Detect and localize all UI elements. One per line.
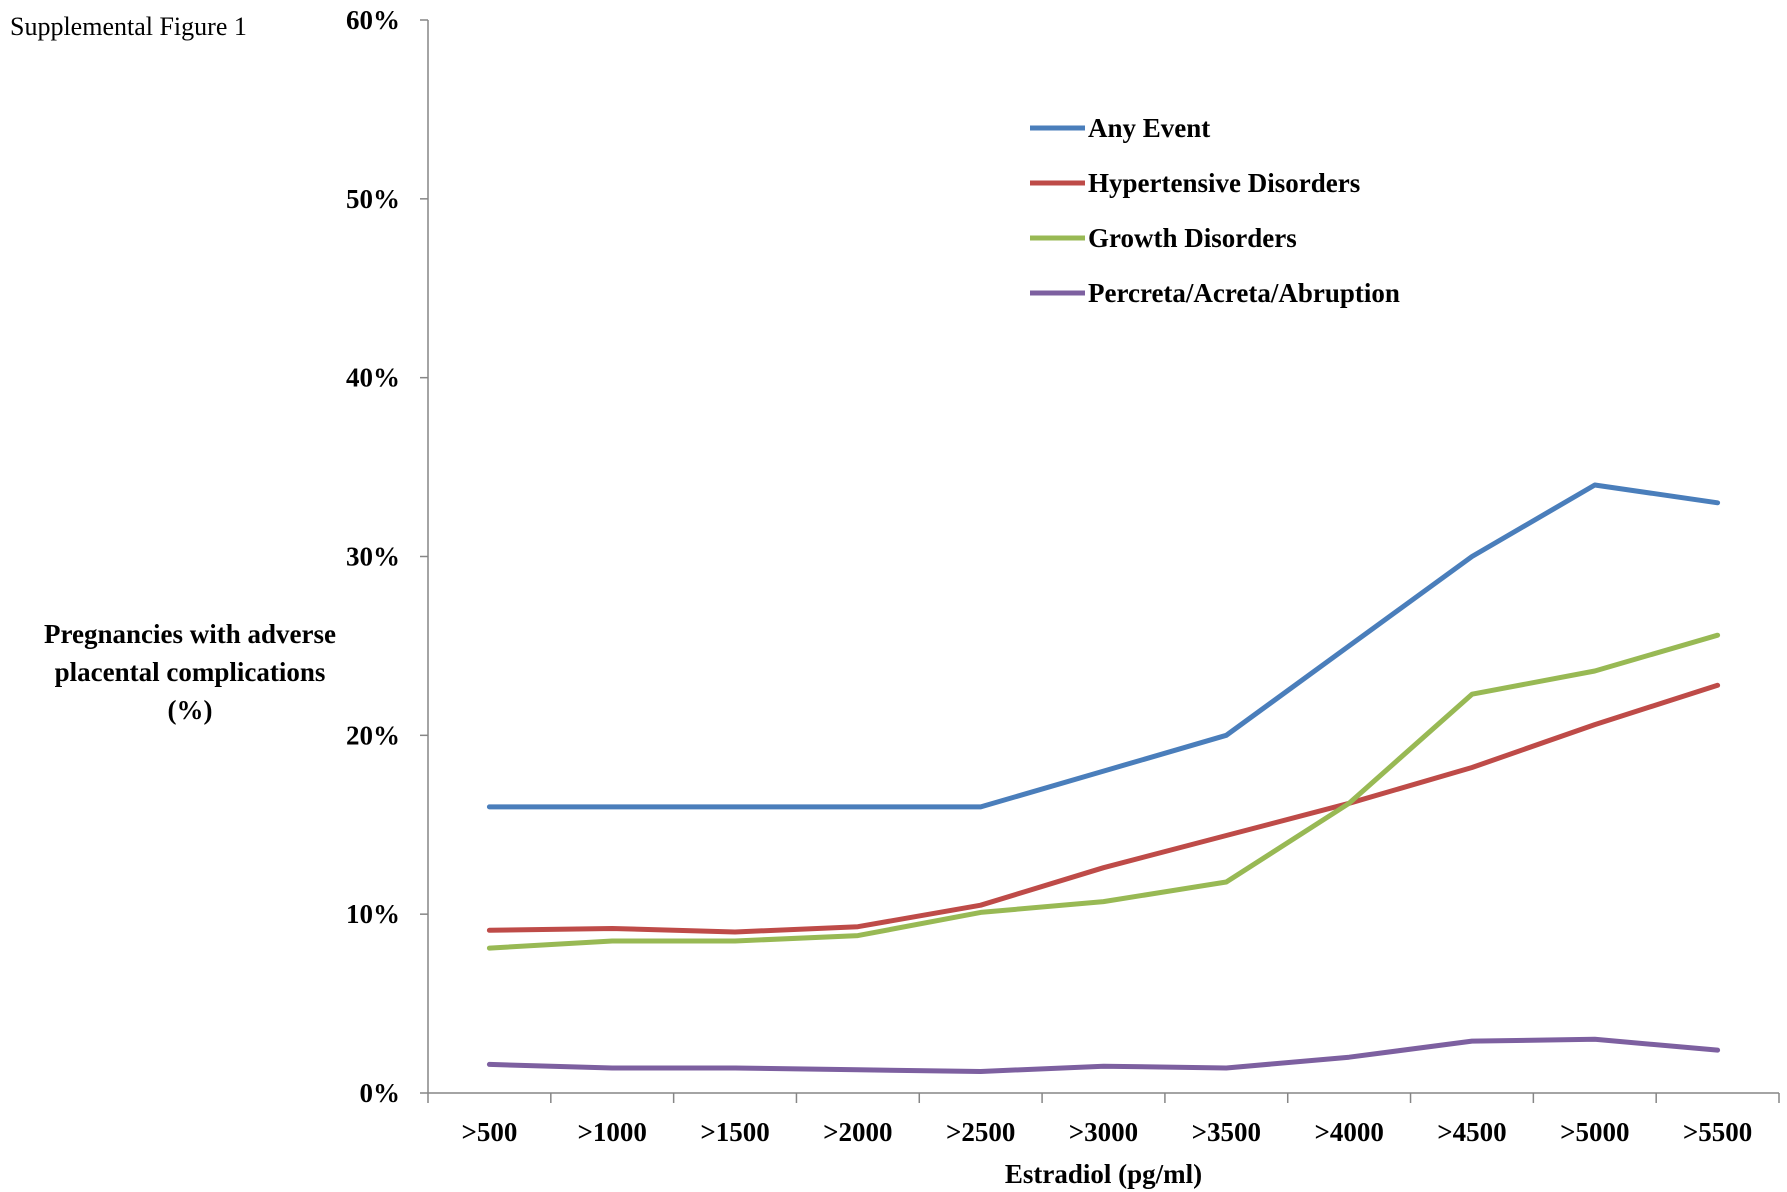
legend-label: Any Event [1088,113,1210,143]
x-tick-label: >2000 [823,1117,892,1147]
x-tick-label: >5500 [1683,1117,1752,1147]
y-axis-label-line: placental complications [54,657,326,687]
x-tick-label: >3000 [1069,1117,1138,1147]
legend-label: Hypertensive Disorders [1088,168,1360,198]
y-tick-label: 60% [346,5,400,35]
y-tick-label: 30% [346,542,400,572]
y-tick-label: 40% [346,363,400,393]
x-tick-label: >3500 [1192,1117,1261,1147]
series-line-percreta-acreta-abruption [486,1036,1721,1074]
series-lines [486,482,1721,1074]
legend: Any Event Hypertensive Disorders Growth Di… [1030,113,1400,308]
legend-label: Growth Disorders [1088,223,1297,253]
y-tick-label: 20% [346,720,400,750]
figure-label: Supplemental Figure 1 [10,12,247,41]
x-tick-label: >2500 [946,1117,1015,1147]
x-tick-label: >4500 [1437,1117,1506,1147]
y-axis-label-line: (%) [167,695,213,725]
x-axis-label: Estradiol (pg/ml) [1005,1159,1202,1189]
y-axis-label: Pregnancies with adverse placental compl… [0,615,380,729]
y-tick-label: 50% [346,184,400,214]
y-axis-label-line: Pregnancies with adverse [44,619,336,649]
x-tick-label: >4000 [1314,1117,1383,1147]
x-tick-label: >1500 [700,1117,769,1147]
y-tick-label: 0% [360,1078,401,1108]
x-ticks: >500 >1000 >1500 >2000 >2500 >3000 >3500 >4000 >… [427,1093,1780,1147]
x-tick-label: >1000 [578,1117,647,1147]
y-tick-label: 10% [346,899,400,929]
x-tick-label: >500 [461,1117,517,1147]
y-ticks: 0% 10% 20% 30% 40% 50% 60% [346,5,428,1108]
series-line-growth-disorders [486,632,1721,951]
series-line-hypertensive-disorders [486,682,1721,935]
legend-label: Percreta/Acreta/Abruption [1088,278,1400,308]
x-tick-label: >5000 [1560,1117,1629,1147]
series-line-any-event [486,482,1721,810]
